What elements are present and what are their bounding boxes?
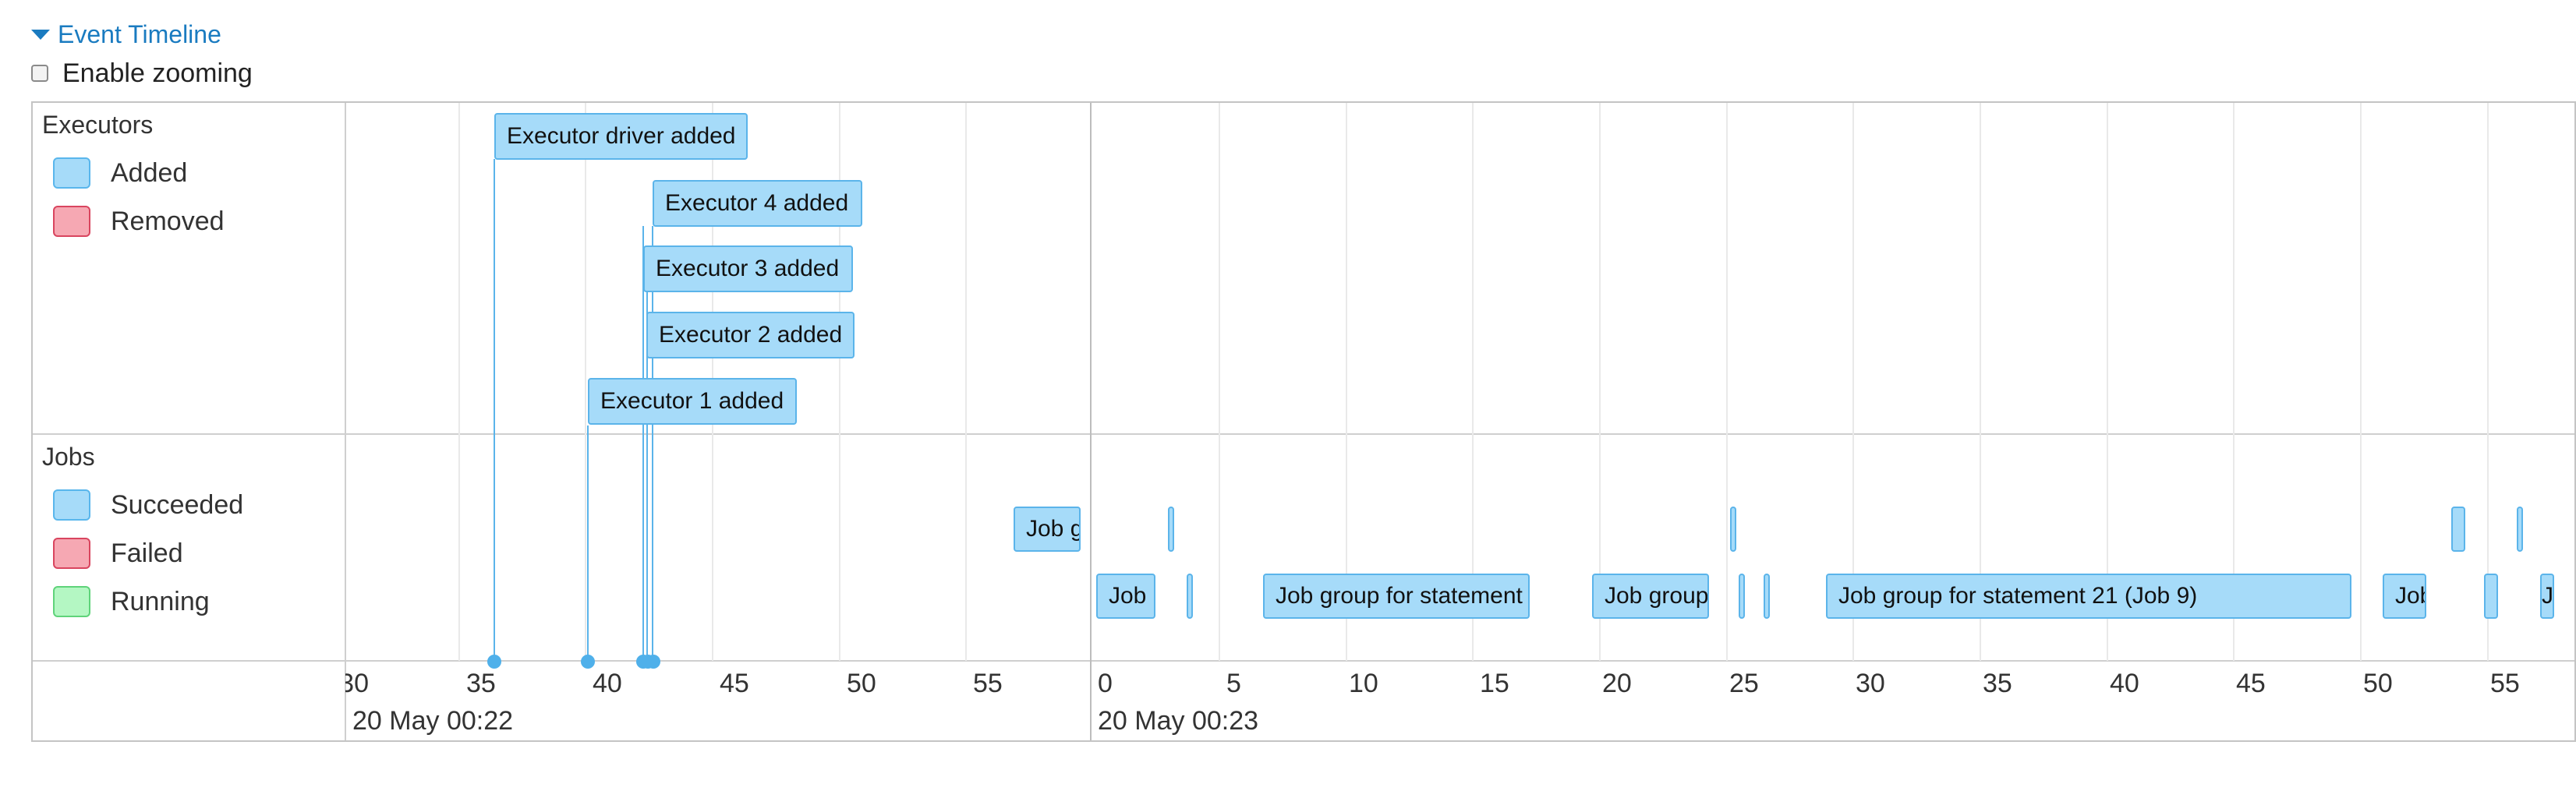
- timeline-frame[interactable]: [31, 101, 2576, 742]
- executors-group-title: Executors: [42, 111, 154, 139]
- grid-line: [2360, 103, 2362, 661]
- executor-event-box[interactable]: Executor 4 added: [653, 180, 862, 227]
- executor-event-dot[interactable]: [646, 655, 660, 669]
- legend-running-label: Running: [111, 587, 210, 616]
- axis-tick-label: 30: [345, 669, 369, 698]
- enable-zooming-label: Enable zooming: [62, 58, 253, 88]
- zoom-toggle[interactable]: Enable zooming: [31, 56, 253, 90]
- axis-divider: [33, 660, 2574, 662]
- grid-line: [839, 103, 840, 661]
- axis-tick-label: 45: [720, 669, 749, 698]
- axis-tick-label: 25: [1729, 669, 1759, 698]
- job-bar[interactable]: [1764, 574, 1770, 619]
- job-bar[interactable]: [2451, 507, 2465, 552]
- executor-event-stem: [646, 291, 648, 662]
- executor-event-box[interactable]: Executor 1 added: [588, 378, 797, 425]
- job-bar[interactable]: [2517, 507, 2523, 552]
- job-bar[interactable]: Job group for statement: [1096, 574, 1155, 619]
- grid-line: [2107, 103, 2108, 661]
- grid-line: [1980, 103, 1981, 661]
- job-bar[interactable]: Job group for statement: [2540, 574, 2554, 619]
- axis-tick-label: 0: [1098, 669, 1113, 698]
- axis-tick-label: 40: [2110, 669, 2139, 698]
- executor-event-stem: [642, 226, 644, 662]
- legend-removed-swatch: [53, 206, 90, 237]
- grid-line: [1472, 103, 1474, 661]
- axis-tick-label: 50: [2363, 669, 2393, 698]
- axis-minute-label: 20 May 00:23: [1098, 706, 1259, 736]
- job-bar[interactable]: Job group for statement: [1263, 574, 1530, 619]
- axis-tick-label: 45: [2236, 669, 2266, 698]
- job-bar[interactable]: [2484, 574, 2498, 619]
- executor-event-stem: [587, 425, 589, 662]
- event-timeline-toggle[interactable]: Event Timeline: [31, 17, 221, 51]
- grid-line: [2233, 103, 2235, 661]
- axis-tick-label: 50: [847, 669, 876, 698]
- legend-added-label: Added: [111, 158, 188, 188]
- event-timeline-label: Event Timeline: [58, 19, 221, 48]
- executor-event-stem: [494, 159, 495, 662]
- legend-failed-swatch: [53, 538, 90, 569]
- grid-line: [1346, 103, 1347, 661]
- grid-line: [965, 103, 967, 661]
- caret-down-icon: [31, 29, 50, 40]
- job-bar[interactable]: [1168, 507, 1174, 552]
- grid-line: [458, 103, 460, 661]
- axis-tick-label: 35: [1983, 669, 2012, 698]
- jobs-group-title: Jobs: [42, 443, 95, 471]
- axis-tick-label: 5: [1226, 669, 1241, 698]
- grid-line: [1726, 103, 1728, 661]
- grid-line: [585, 103, 586, 661]
- enable-zooming-checkbox[interactable]: [31, 65, 48, 82]
- axis-tick-label: 10: [1349, 669, 1378, 698]
- job-bar[interactable]: Job group for statement 21 (Job 9): [1826, 574, 2351, 619]
- executor-event-box[interactable]: Executor 2 added: [646, 312, 855, 358]
- executor-event-stem: [652, 226, 653, 662]
- group-divider: [33, 433, 2574, 435]
- axis-tick-label: 20: [1602, 669, 1632, 698]
- job-bar[interactable]: Job group for statement: [1592, 574, 1709, 619]
- job-bar[interactable]: [1187, 574, 1193, 619]
- legend-removed-label: Removed: [111, 207, 225, 236]
- axis-minute-label: 20 May 00:22: [352, 706, 514, 736]
- executor-event-dot[interactable]: [581, 655, 595, 669]
- job-bar[interactable]: [1730, 507, 1736, 552]
- axis-tick-label: 35: [466, 669, 496, 698]
- legend-failed-label: Failed: [111, 538, 183, 568]
- minute-boundary-line: [1090, 103, 1092, 740]
- executor-event-dot[interactable]: [487, 655, 501, 669]
- executor-event-box[interactable]: Executor 3 added: [643, 245, 853, 292]
- axis-tick-label: 55: [2490, 669, 2520, 698]
- axis-tick-label: 55: [973, 669, 1003, 698]
- job-bar[interactable]: Job group for statement: [2383, 574, 2426, 619]
- grid-line: [1852, 103, 1854, 661]
- job-bar[interactable]: Job group for statement: [1014, 507, 1081, 552]
- axis-tick-label: 30: [1856, 669, 1885, 698]
- executor-event-box[interactable]: Executor driver added: [494, 113, 748, 160]
- legend-succeeded-label: Succeeded: [111, 490, 244, 520]
- job-bar[interactable]: [1739, 574, 1745, 619]
- legend-added-swatch: [53, 157, 90, 189]
- grid-line: [2487, 103, 2489, 661]
- legend-running-swatch: [53, 586, 90, 617]
- axis-tick-label: 15: [1480, 669, 1509, 698]
- axis-tick-label: 40: [593, 669, 622, 698]
- grid-line: [1219, 103, 1220, 661]
- grid-line: [1599, 103, 1601, 661]
- legend-succeeded-swatch: [53, 489, 90, 521]
- label-column-divider: [345, 103, 346, 740]
